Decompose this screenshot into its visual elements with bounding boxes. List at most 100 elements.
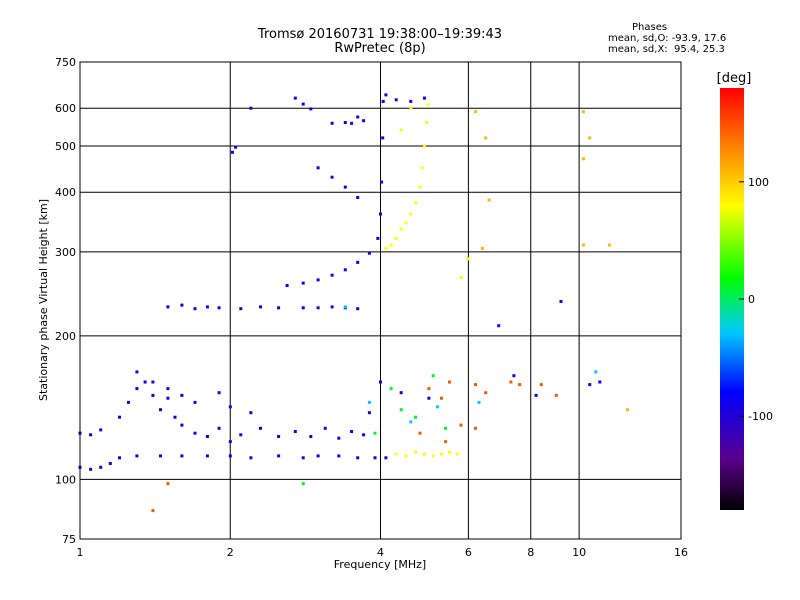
data-point <box>159 454 162 458</box>
data-point <box>205 305 209 309</box>
data-point <box>356 196 360 199</box>
colorbar-ticks: 100 0 -100 <box>739 176 773 423</box>
data-point <box>193 431 197 435</box>
data-point <box>316 166 320 170</box>
data-point <box>426 103 430 107</box>
data-point <box>301 281 305 285</box>
data-point <box>99 428 103 432</box>
x-tick-label: 4 <box>377 546 384 559</box>
data-point <box>554 393 558 397</box>
data-point <box>277 306 281 310</box>
data-point <box>193 307 197 311</box>
phases-stats-o-mode: mean, sd,O: -93.9, 17.6 <box>608 33 727 44</box>
data-point <box>459 423 463 427</box>
data-point <box>459 276 463 279</box>
data-point <box>356 260 360 264</box>
y-tick-label: 75 <box>62 533 76 546</box>
data-point <box>581 110 585 114</box>
data-point <box>399 227 403 231</box>
data-point <box>448 450 451 454</box>
data-point <box>301 456 305 460</box>
data-point <box>497 324 501 328</box>
data-point <box>330 175 334 179</box>
data-point <box>399 128 403 132</box>
x-axis-label: Frequency [MHz] <box>334 558 426 571</box>
data-point <box>484 391 488 395</box>
data-point <box>234 145 238 149</box>
data-point <box>534 393 538 397</box>
data-point <box>301 482 305 486</box>
data-point <box>337 454 341 458</box>
data-point <box>228 405 232 409</box>
data-point <box>418 431 422 435</box>
data-point <box>389 387 393 391</box>
data-point <box>166 396 170 400</box>
data-point <box>343 185 347 189</box>
data-point <box>285 284 289 287</box>
data-point <box>309 107 313 111</box>
data-point <box>151 380 155 384</box>
data-point <box>293 96 297 100</box>
data-point <box>228 440 232 444</box>
data-point <box>373 431 377 435</box>
y-tick-label: 600 <box>55 102 76 115</box>
data-point <box>118 456 121 460</box>
data-point <box>166 482 170 486</box>
data-point <box>418 185 422 189</box>
data-point <box>518 383 522 387</box>
data-point <box>444 440 448 444</box>
data-point <box>414 415 417 419</box>
data-point <box>484 136 488 140</box>
data-point <box>455 452 459 456</box>
data-point <box>581 157 585 161</box>
data-point <box>409 212 413 216</box>
data-point <box>474 383 477 387</box>
colorbar-tick-label: -100 <box>748 410 773 423</box>
y-axis-label: Stationary phase Virtual Height [km] <box>37 199 50 401</box>
data-point <box>594 370 598 374</box>
data-point <box>384 456 388 460</box>
data-point <box>239 307 243 311</box>
phases-stats-x-mode: mean, sd,X: 95.4, 25.3 <box>608 44 725 55</box>
x-tick-label: 8 <box>527 546 534 559</box>
y-tick-label: 500 <box>55 140 76 153</box>
data-point <box>343 121 347 124</box>
data-point <box>173 415 177 419</box>
data-point <box>509 380 513 384</box>
data-point <box>404 221 408 225</box>
data-point <box>330 305 334 309</box>
data-point <box>362 433 366 437</box>
data-point <box>440 452 443 456</box>
data-point <box>394 452 398 456</box>
data-points <box>78 93 629 513</box>
y-tick-label: 750 <box>55 56 76 69</box>
data-point <box>394 98 398 102</box>
data-point <box>301 306 305 310</box>
data-point <box>581 243 585 247</box>
data-point <box>474 110 477 114</box>
data-point <box>431 454 435 458</box>
data-point <box>598 380 602 384</box>
data-point <box>343 268 347 272</box>
data-point <box>409 99 413 103</box>
data-point <box>99 465 103 469</box>
data-point <box>343 305 347 309</box>
data-point <box>409 106 413 110</box>
data-point <box>337 436 341 440</box>
data-point <box>350 430 354 433</box>
data-point <box>108 462 112 465</box>
data-point <box>249 411 253 415</box>
data-point <box>356 307 360 311</box>
data-point <box>143 380 147 384</box>
data-point <box>379 380 382 384</box>
data-point <box>477 400 481 404</box>
data-point <box>588 136 592 140</box>
data-point <box>356 456 360 460</box>
data-point <box>384 93 388 97</box>
phases-stats-heading: Phases <box>632 22 668 33</box>
data-point <box>135 454 139 458</box>
data-point <box>425 121 429 124</box>
x-tick-label: 1 <box>77 546 84 559</box>
data-point <box>166 387 170 391</box>
